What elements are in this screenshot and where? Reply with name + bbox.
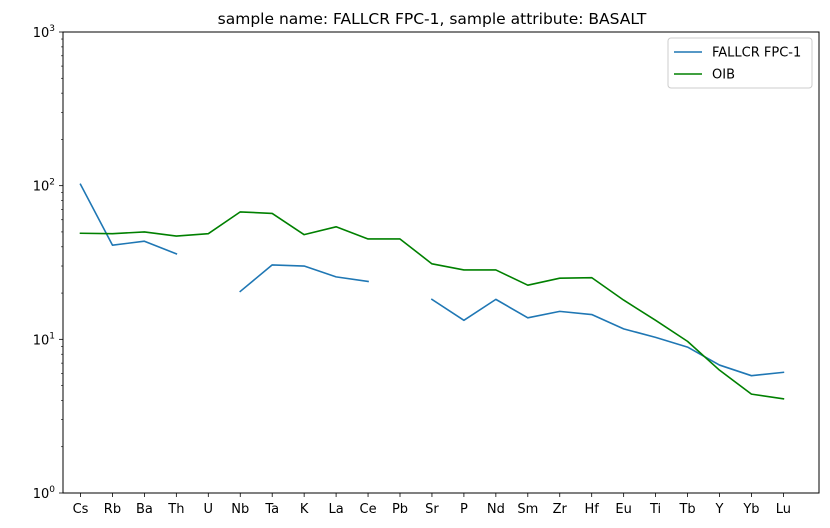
legend-box bbox=[667, 37, 813, 89]
x-tick-label: Y bbox=[715, 502, 724, 517]
x-tick-label: Cs bbox=[73, 502, 89, 517]
series-layer bbox=[79, 183, 785, 400]
x-tick-label: La bbox=[328, 502, 343, 517]
x-tick-label: Rb bbox=[104, 502, 121, 517]
y-tick-label: 101 bbox=[33, 331, 55, 348]
series-line bbox=[79, 211, 785, 400]
x-tick-label: Nb bbox=[231, 502, 249, 517]
x-axis: Cs Rb Ba Th U Nb Ta K La Ce Pb Sr P Nd Sm Zr Hf Eu Ti Tb Y Yb… bbox=[73, 493, 791, 517]
legend-label: FALLCR FPC-1 bbox=[712, 46, 801, 61]
legend: FALLCR FPC-1 OIB bbox=[667, 37, 813, 89]
x-tick-label: Th bbox=[167, 502, 184, 517]
series-line bbox=[239, 264, 369, 293]
chart-title: sample name: FALLCR FPC-1, sample attrib… bbox=[218, 10, 647, 28]
y-tick-label: 100 bbox=[33, 485, 56, 502]
x-tick-label: Yb bbox=[742, 502, 759, 517]
y-axis: 100 101 102 103 bbox=[33, 24, 63, 502]
series-line bbox=[430, 298, 785, 377]
x-tick-label: Lu bbox=[776, 502, 791, 517]
x-tick-label: P bbox=[460, 502, 468, 517]
x-tick-label: Sm bbox=[517, 502, 538, 517]
x-tick-label: Ti bbox=[649, 502, 661, 517]
series-line bbox=[79, 183, 178, 255]
y-tick-label: 102 bbox=[33, 178, 55, 195]
x-tick-label: Eu bbox=[615, 502, 631, 517]
x-tick-label: Sr bbox=[425, 502, 439, 517]
x-tick-label: K bbox=[300, 502, 309, 517]
x-tick-label: Ce bbox=[360, 502, 377, 517]
x-tick-label: Tb bbox=[678, 502, 695, 517]
x-tick-label: Ta bbox=[264, 502, 279, 517]
x-tick-label: Pb bbox=[392, 502, 408, 517]
y-tick-label: 103 bbox=[33, 24, 55, 41]
x-tick-label: Nd bbox=[487, 502, 505, 517]
plot-frame bbox=[62, 31, 820, 494]
x-tick-label: Hf bbox=[585, 502, 600, 517]
x-tick-label: Zr bbox=[553, 502, 568, 517]
plot-area bbox=[63, 32, 819, 493]
x-tick-label: Ba bbox=[136, 502, 153, 517]
legend-label: OIB bbox=[712, 68, 735, 83]
x-tick-label: U bbox=[204, 502, 214, 517]
